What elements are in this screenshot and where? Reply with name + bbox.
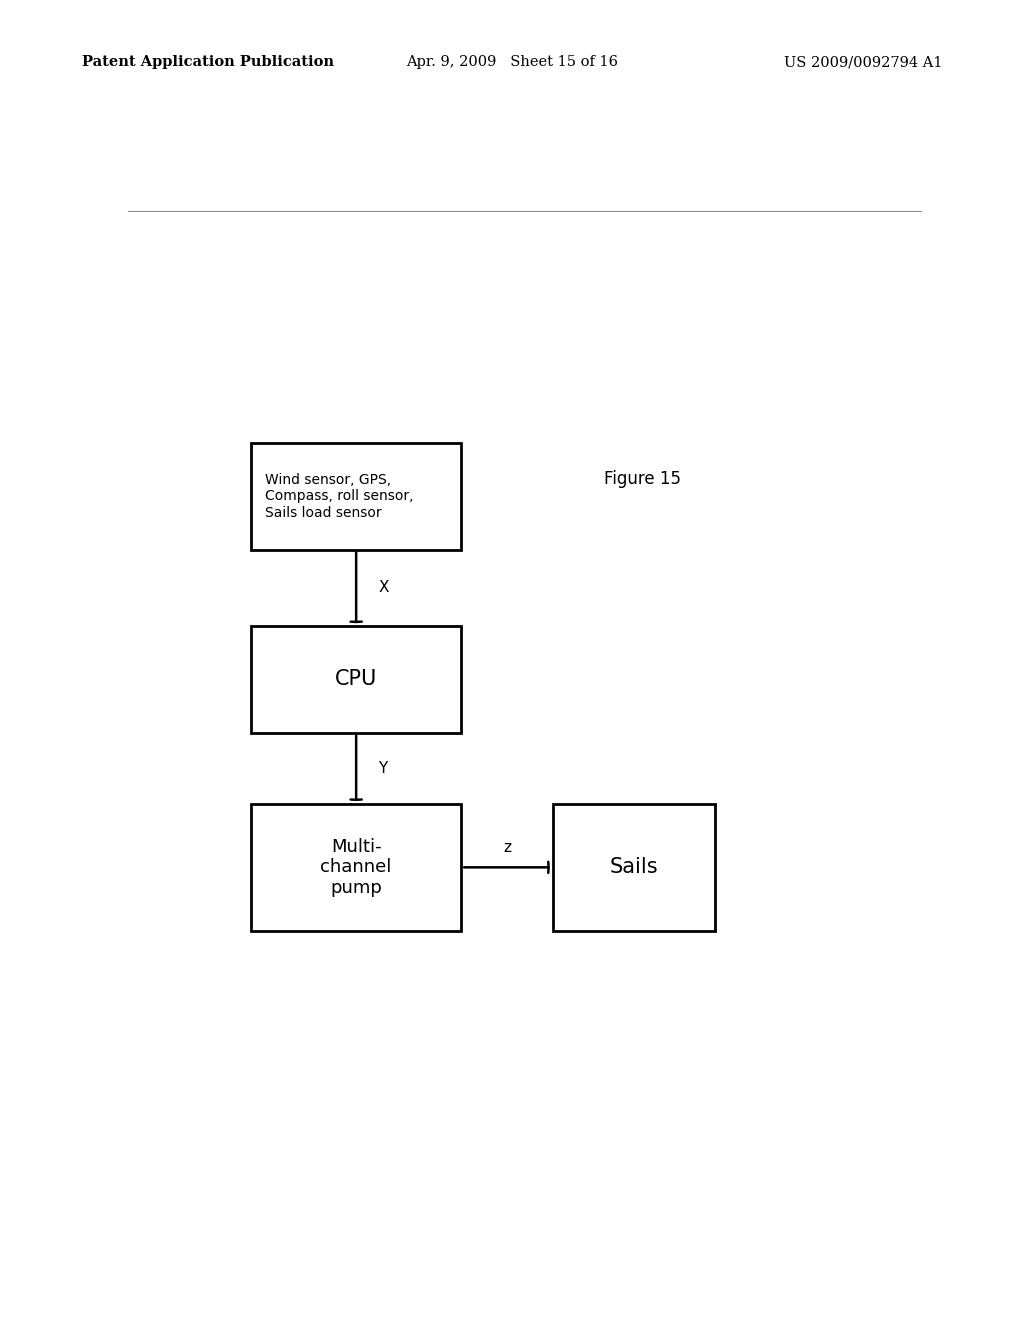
Text: CPU: CPU (335, 669, 378, 689)
Text: X: X (379, 581, 389, 595)
Text: Wind sensor, GPS,
Compass, roll sensor,
Sails load sensor: Wind sensor, GPS, Compass, roll sensor, … (265, 473, 414, 520)
Text: z: z (503, 840, 511, 855)
Bar (251, 804, 461, 931)
Text: US 2009/0092794 A1: US 2009/0092794 A1 (783, 55, 942, 70)
Text: Apr. 9, 2009   Sheet 15 of 16: Apr. 9, 2009 Sheet 15 of 16 (406, 55, 618, 70)
Text: Figure 15: Figure 15 (604, 470, 681, 487)
Bar (251, 444, 461, 549)
Text: Y: Y (379, 760, 388, 776)
Bar (251, 626, 461, 733)
Text: Patent Application Publication: Patent Application Publication (82, 55, 334, 70)
Text: Multi-
channel
pump: Multi- channel pump (321, 837, 392, 898)
Bar (553, 804, 715, 931)
Text: Sails: Sails (609, 857, 658, 878)
